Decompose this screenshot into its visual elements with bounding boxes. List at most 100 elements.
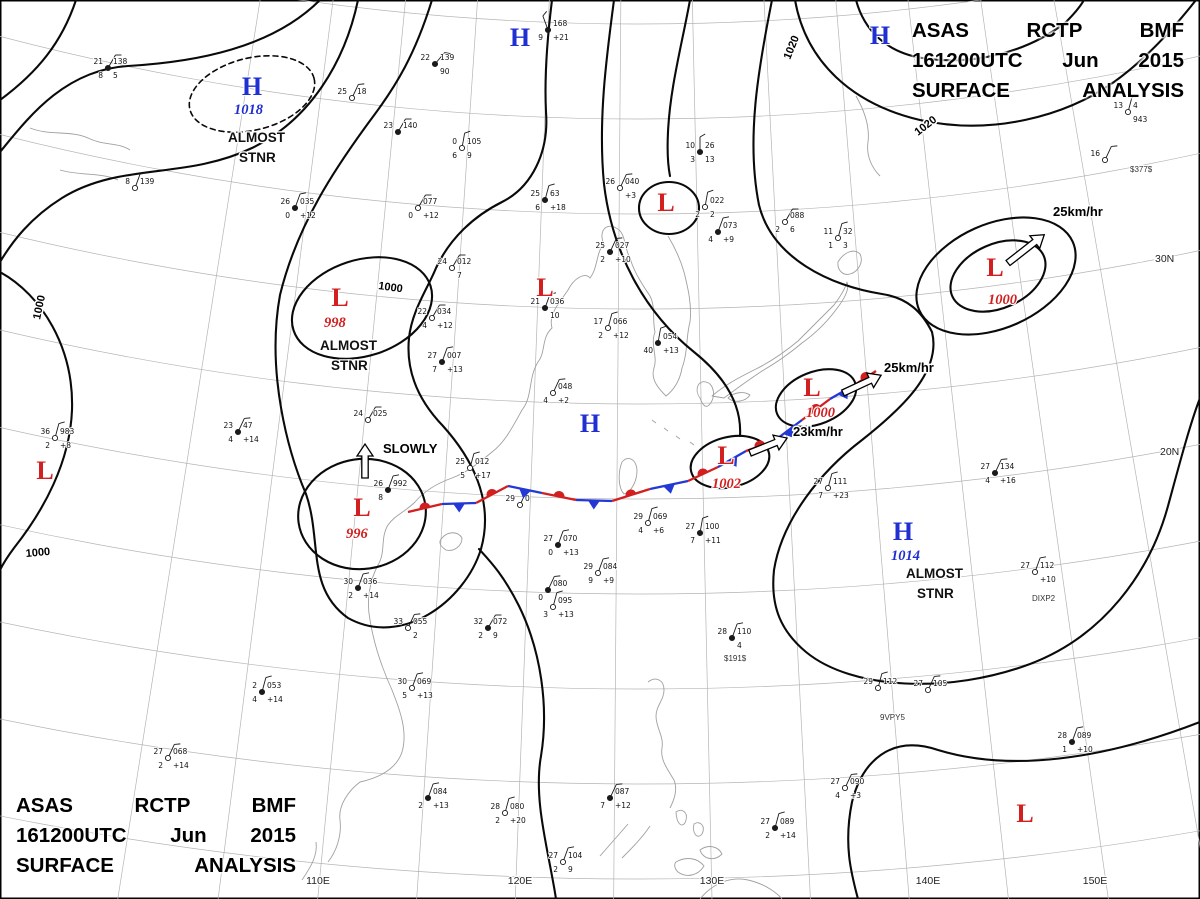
wind-barb <box>838 223 843 236</box>
station-value: 40 <box>643 346 653 355</box>
station-plot: 26 040 +3 <box>605 173 640 201</box>
wind-barb <box>995 459 1002 471</box>
station-value: 32 <box>473 617 483 626</box>
wind-barb <box>545 185 550 198</box>
isobar-path <box>0 0 78 102</box>
station-value: 29 <box>505 494 515 503</box>
station-value: 070 <box>563 534 578 543</box>
pressure-center-value: 1000 <box>988 292 1017 308</box>
station-value: +14 <box>243 435 259 444</box>
wind-barb-tick <box>934 675 941 677</box>
movement-arrow <box>355 442 375 479</box>
station-value: +12 <box>300 211 316 220</box>
wind-barb <box>553 592 558 605</box>
wind-barb-tick <box>464 130 471 134</box>
wind-barb <box>545 293 551 306</box>
station-value: 0 <box>525 494 530 503</box>
station-value: 2 <box>413 631 418 640</box>
station-value: 112 <box>1040 561 1055 570</box>
station-value: 4 <box>638 526 643 535</box>
pressure-center-group: L 996 <box>345 492 372 543</box>
station-circle <box>394 128 402 136</box>
pressure-center-low: L <box>1016 799 1033 828</box>
station-value: +12 <box>613 331 629 340</box>
wind-barb <box>432 304 440 316</box>
station-value: 18 <box>357 87 367 96</box>
station-plot: 10 26 3 13 <box>685 133 716 165</box>
station-value: 0 <box>285 211 290 220</box>
station-value: 048 <box>558 382 573 391</box>
isobar-path <box>847 720 1200 899</box>
station-value: 4 <box>737 641 742 650</box>
station-circle <box>541 304 549 312</box>
station-value: +14 <box>267 695 283 704</box>
station-plot: 30 036 2 +14 <box>343 572 380 601</box>
wind-barb <box>262 677 267 690</box>
wind-barb <box>1128 97 1133 110</box>
wind-barb <box>358 573 364 586</box>
station-value: 053 <box>267 681 282 690</box>
front-symbol-cold <box>453 503 465 513</box>
wind-barb-tick <box>414 613 421 615</box>
station-value: 7 <box>690 536 695 545</box>
station-value: 13 <box>705 155 715 164</box>
station-circle <box>458 144 466 152</box>
wind-barb-tick <box>542 11 548 17</box>
pressure-center-low: L <box>657 188 674 217</box>
station-value: +23 <box>833 491 849 500</box>
station-plot: 24 025 <box>353 406 388 424</box>
pressure-center-group: L <box>656 187 676 218</box>
wind-barb <box>488 614 496 626</box>
station-value: +12 <box>615 801 631 810</box>
station-circle <box>414 204 422 212</box>
isobar-ellipse <box>774 368 858 428</box>
pressure-center-value: 998 <box>324 315 347 331</box>
station-value: 21 <box>93 57 103 66</box>
pressure-center-low: L <box>36 456 53 485</box>
station-value: 28 <box>1057 731 1067 740</box>
station-value: 8 <box>125 177 130 186</box>
station-value: 29 <box>863 677 873 686</box>
coastline <box>855 95 881 177</box>
coastline <box>711 281 849 399</box>
station-plot: 17 066 2 +12 <box>593 311 630 341</box>
wind-barb <box>553 379 560 391</box>
coastline <box>618 458 638 495</box>
station-plot: 27 100 7 +11 <box>685 515 722 546</box>
station-value: 1 <box>1062 745 1067 754</box>
station-plot: 26 035 0 +12 <box>280 192 317 221</box>
wind-barb <box>418 194 426 206</box>
isobar-ellipse <box>188 54 316 134</box>
station-plot: 088 2 6 <box>774 208 805 235</box>
wind-barb-tick <box>1040 556 1047 559</box>
station-value: 035 <box>300 197 315 206</box>
station-plot: 28 110 4 <box>717 622 752 651</box>
station-value: +2 <box>558 396 569 405</box>
isobar-ellipse <box>689 434 771 490</box>
wind-barb <box>398 118 406 130</box>
station-circle <box>466 464 474 472</box>
pressure-center-low: L <box>353 493 370 522</box>
pressure-center-group: L <box>35 455 55 486</box>
station-circle <box>834 234 842 242</box>
station-circle <box>616 184 624 192</box>
wind-barb-tick <box>140 172 147 175</box>
wind-barb <box>436 52 445 63</box>
station-value: 089 <box>1077 731 1092 740</box>
station-plot: 25 18 <box>337 83 368 102</box>
longitude-label: 110E <box>306 875 330 887</box>
station-plot: 32 072 2 9 <box>473 614 508 641</box>
coastline <box>693 822 704 837</box>
station-value: 27 <box>980 462 990 471</box>
station-id-label: $377$ <box>1130 165 1153 174</box>
station-value: 2 <box>45 441 50 450</box>
pressure-center-low: L <box>536 273 553 302</box>
longitude-label: 130E <box>700 875 725 887</box>
station-plot: 30 069 5 +13 <box>397 672 434 701</box>
station-circle <box>728 634 736 642</box>
wind-barb <box>828 473 833 486</box>
station-value: 007 <box>447 351 462 360</box>
station-value: 0 <box>548 548 553 557</box>
coastline <box>699 878 783 899</box>
